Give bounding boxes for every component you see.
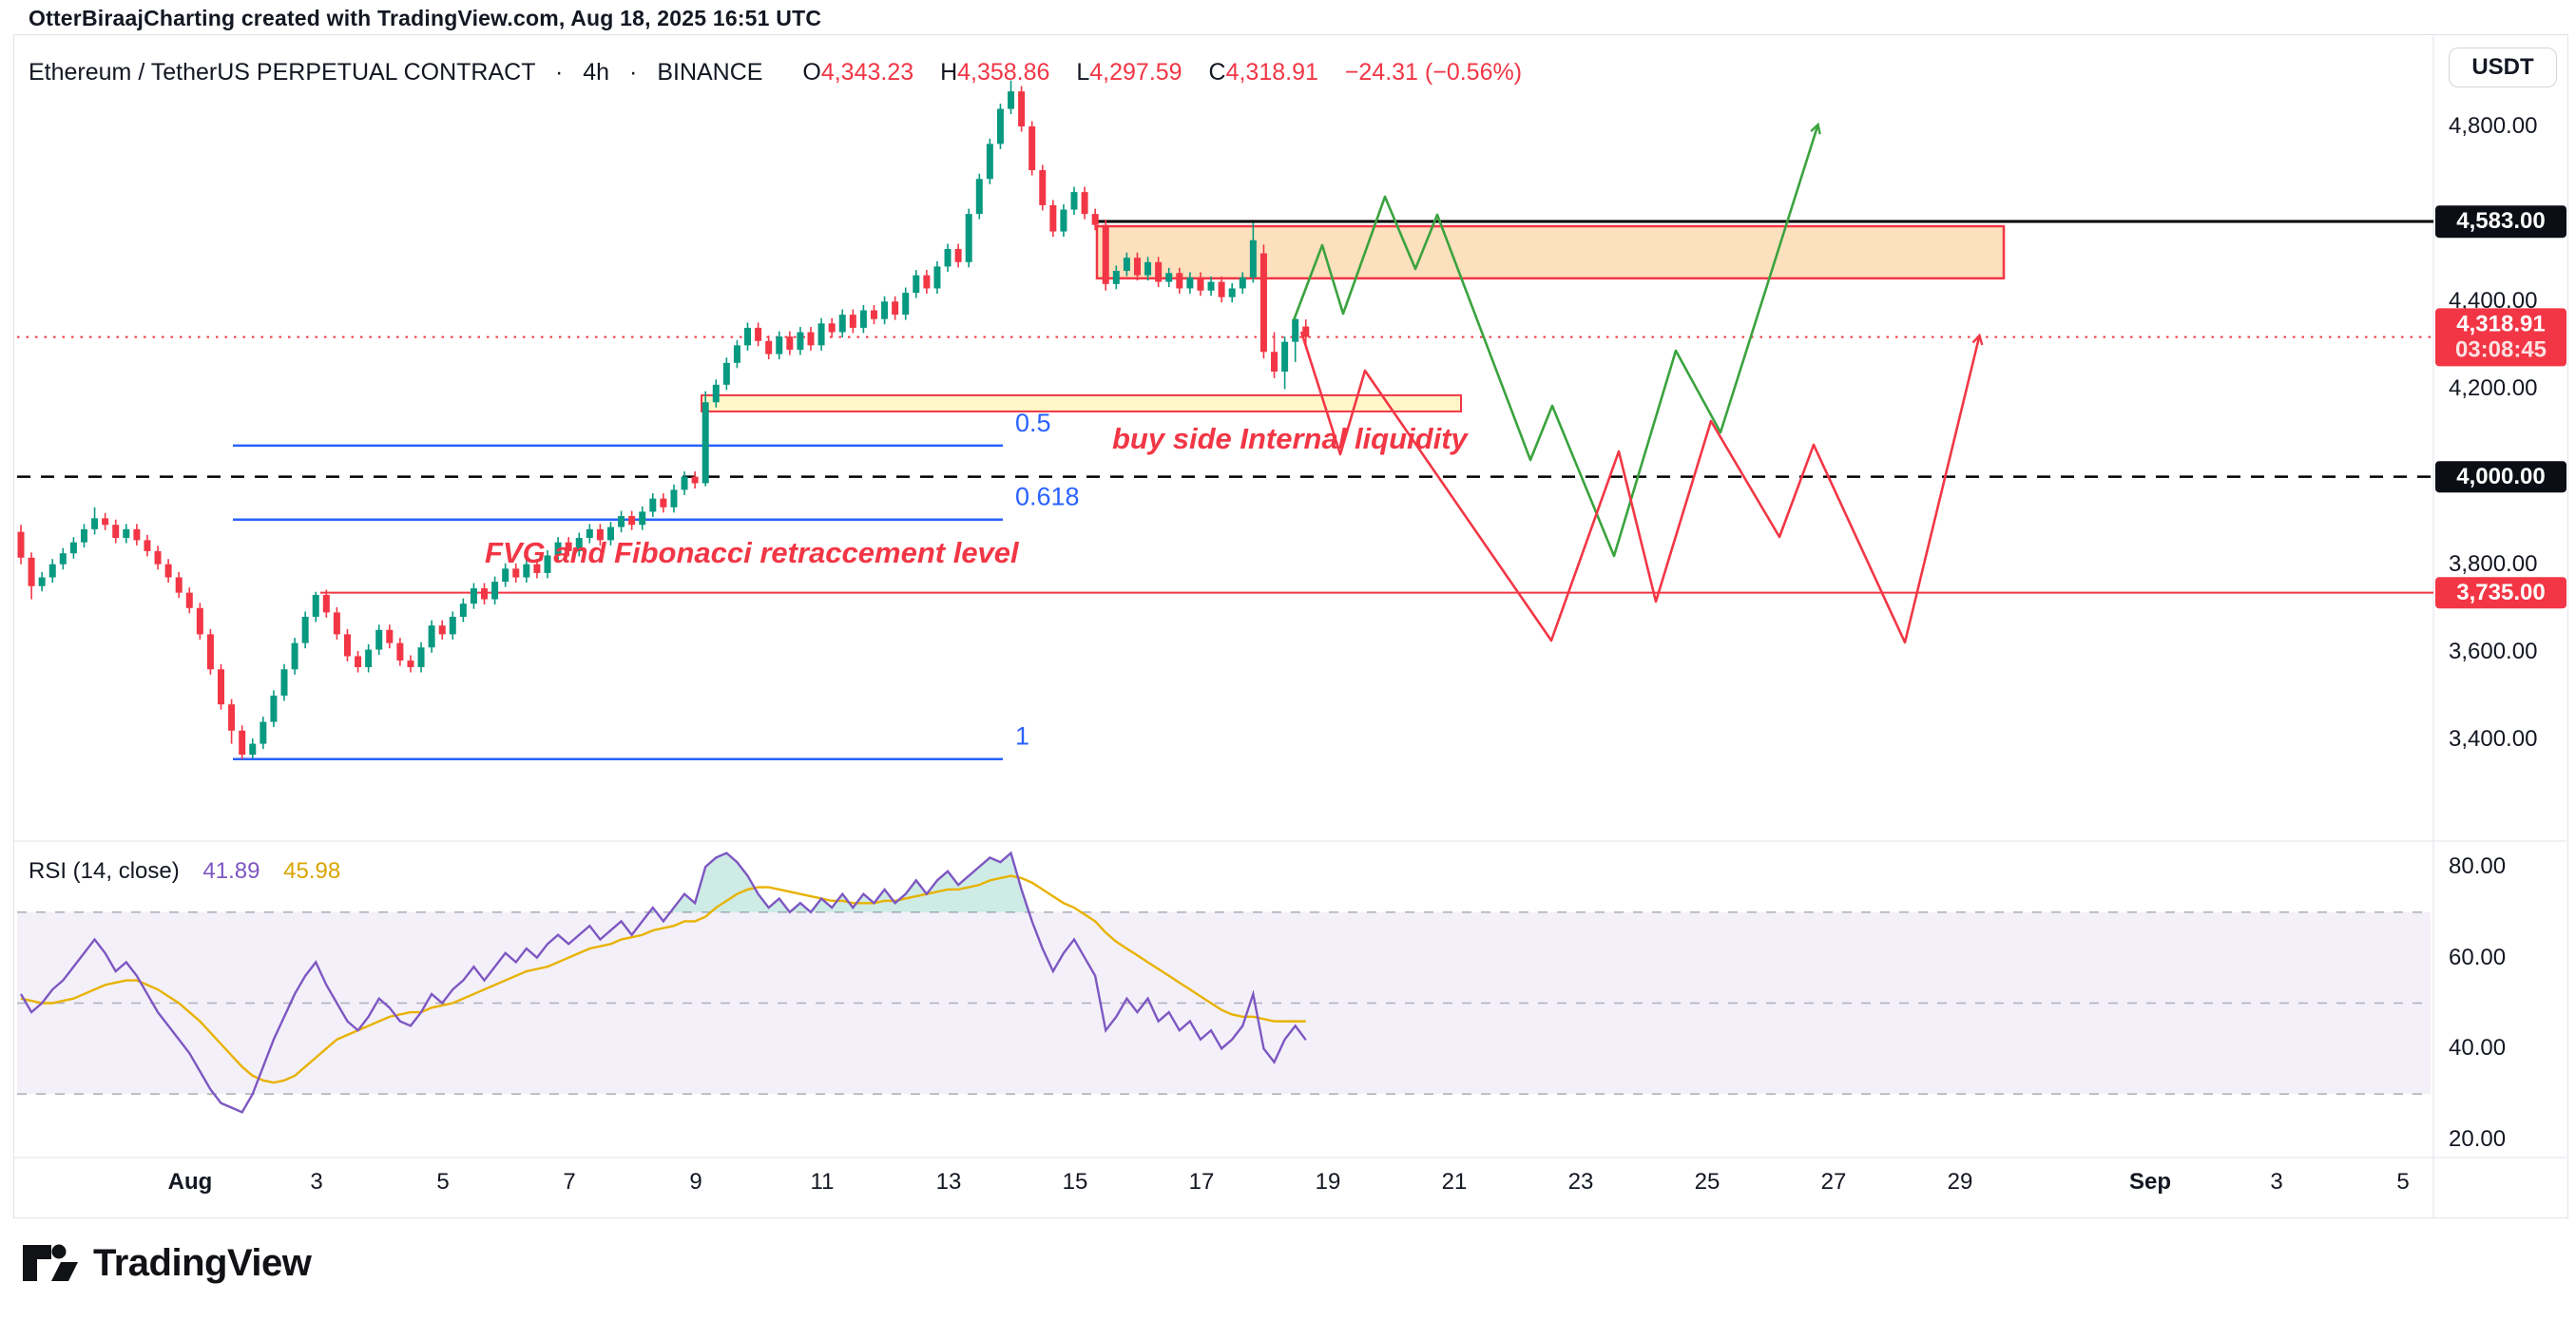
tradingview-attribution[interactable]: TradingView <box>21 1241 312 1285</box>
time-tick: Aug <box>167 1169 213 1195</box>
time-tick: 19 <box>1315 1169 1341 1195</box>
price-tick: 3,800.00 <box>2449 550 2538 577</box>
rsi-tick: 20.00 <box>2449 1126 2507 1152</box>
fib-label-1: 1 <box>1015 722 1029 751</box>
time-tick: 3 <box>310 1169 323 1195</box>
time-tick: 27 <box>1820 1169 1847 1195</box>
interval-label: 4h <box>583 59 610 86</box>
price-pill: 4,583.00 <box>2435 205 2566 238</box>
rsi-legend[interactable]: RSI (14, close) 41.89 45.98 <box>29 858 340 885</box>
rsi-value: 41.89 <box>202 858 260 884</box>
ohlc-open: 4,343.23 <box>820 59 914 86</box>
ohlc-open-label: O <box>802 59 821 86</box>
fib-label-0.618: 0.618 <box>1015 483 1080 511</box>
price-tick: 3,600.00 <box>2449 638 2538 664</box>
ohlc-low-label: L <box>1076 59 1090 86</box>
annotation-text: FVG and Fibonacci retraccement level <box>485 536 1020 569</box>
rsi-tick: 40.00 <box>2449 1035 2507 1062</box>
price-tick: 4,200.00 <box>2449 375 2538 402</box>
time-tick: 29 <box>1947 1169 1973 1195</box>
candles <box>17 80 1310 759</box>
change-value: −24.31 (−0.56%) <box>1344 59 1523 86</box>
time-tick: 23 <box>1567 1169 1594 1195</box>
ohlc-low: 4,297.59 <box>1089 59 1182 86</box>
time-tick: 15 <box>1062 1169 1088 1195</box>
tradingview-logo-icon <box>23 1244 78 1281</box>
ohlc-high: 4,358.86 <box>957 59 1050 86</box>
symbol-legend[interactable]: Ethereum / TetherUS PERPETUAL CONTRACT ·… <box>29 59 1523 86</box>
rsi-title: RSI (14, close) <box>29 858 180 884</box>
tradingview-wordmark: TradingView <box>93 1241 312 1284</box>
symbol-name: Ethereum / TetherUS PERPETUAL CONTRACT <box>29 59 536 86</box>
price-tick: 3,400.00 <box>2449 726 2538 752</box>
time-tick: 5 <box>2396 1169 2410 1195</box>
ohlc-close: 4,318.91 <box>1225 59 1318 86</box>
time-tick: 21 <box>1441 1169 1468 1195</box>
time-tick: 25 <box>1694 1169 1721 1195</box>
time-tick: 9 <box>689 1169 702 1195</box>
fib-label-0.5: 0.5 <box>1015 409 1051 437</box>
price-pill: 4,318.91 03:08:45 <box>2435 308 2566 367</box>
rsi-ma-value: 45.98 <box>283 858 341 884</box>
exchange-label: BINANCE <box>657 59 763 86</box>
time-tick: Sep <box>2128 1169 2172 1195</box>
rsi-tick: 80.00 <box>2449 853 2507 879</box>
time-tick: 5 <box>436 1169 450 1195</box>
annotation-text: buy side Internal liquidity <box>1112 422 1470 455</box>
ohlc-high-label: H <box>940 59 958 86</box>
time-tick: 11 <box>810 1169 835 1195</box>
time-tick: 17 <box>1188 1169 1215 1195</box>
price-pill: 4,000.00 <box>2435 460 2566 493</box>
ohlc-close-label: C <box>1208 59 1226 86</box>
price-tick: 4,800.00 <box>2449 113 2538 139</box>
page-title: OtterBiraajCharting created with Trading… <box>29 6 822 30</box>
price-pill: 3,735.00 <box>2435 576 2566 609</box>
currency-toggle-button[interactable]: USDT <box>2449 48 2557 87</box>
rsi-tick: 60.00 <box>2449 944 2507 970</box>
time-tick: 7 <box>563 1169 576 1195</box>
time-tick: 3 <box>2270 1169 2283 1195</box>
time-tick: 13 <box>935 1169 962 1195</box>
